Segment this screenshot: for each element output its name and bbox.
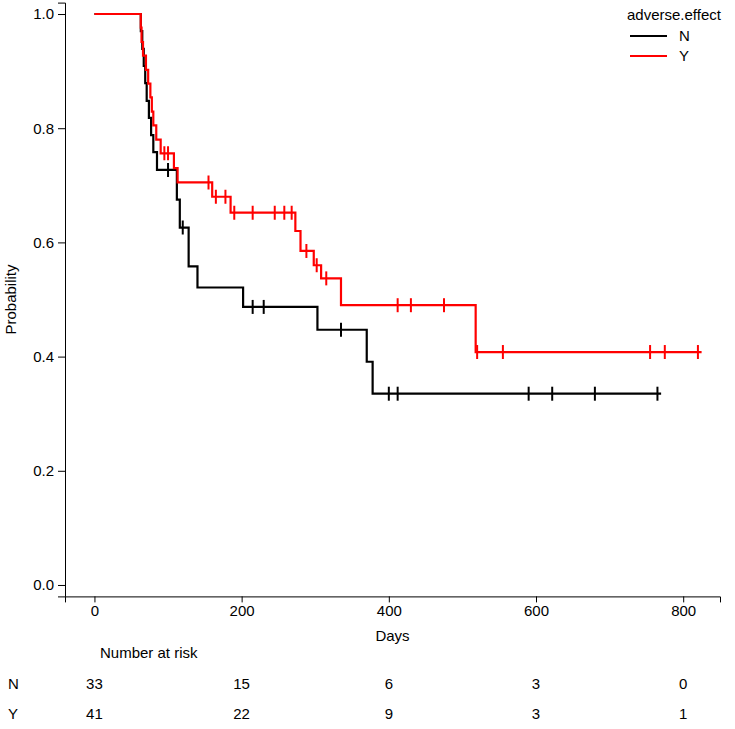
risk-count: 33 (86, 675, 103, 692)
risk-row-label: N (8, 675, 19, 692)
censor-mark (388, 387, 390, 401)
legend: adverse.effect NY (627, 6, 722, 64)
y-tick-mark (58, 128, 65, 129)
censor-mark (397, 387, 399, 401)
censor-mark (551, 387, 553, 401)
risk-count: 22 (233, 705, 250, 722)
legend-label: N (679, 27, 690, 44)
censor-mark (167, 163, 169, 177)
risk-count: 9 (385, 705, 393, 722)
risk-row-label: Y (8, 705, 18, 722)
y-tick: 0.6 (33, 234, 65, 251)
censor-mark (163, 146, 165, 160)
x-tick-label: 0 (91, 602, 99, 619)
y-tick-label: 0.8 (33, 120, 54, 137)
risk-count: 15 (233, 675, 250, 692)
censor-mark (476, 345, 478, 359)
risk-count: 6 (385, 675, 393, 692)
y-tick-mark (58, 585, 65, 586)
y-tick-mark (58, 242, 65, 243)
survival-curve (94, 14, 661, 394)
x-tick: 800 (671, 596, 696, 619)
survival-curve (94, 14, 701, 352)
censor-mark (305, 244, 307, 258)
y-tick: 0.2 (33, 462, 65, 479)
x-tick: 600 (524, 596, 549, 619)
chart: 0.0 0.2 0.4 0.6 0.8 1.0 0 200 400 600 800 Days Proba… (0, 0, 735, 729)
y-tick-mark (58, 357, 65, 358)
y-tick-mark (58, 14, 65, 15)
censor-mark (443, 298, 445, 312)
censor-mark (263, 300, 265, 314)
y-tick-label: 1.0 (33, 5, 54, 22)
plot-area (94, 14, 701, 401)
x-tick-label: 800 (671, 602, 696, 619)
y-tick-label: 0.4 (33, 348, 54, 365)
x-tick-label: 200 (230, 602, 255, 619)
y-tick: 0.4 (33, 348, 65, 365)
risk-count: 0 (679, 675, 687, 692)
y-tick: 1.0 (33, 5, 65, 22)
x-tick-label: 400 (377, 602, 402, 619)
legend-swatch (630, 35, 667, 37)
censor-mark (649, 345, 651, 359)
censor-mark (208, 175, 210, 189)
censor-mark (664, 345, 666, 359)
y-tick-mark (58, 471, 65, 472)
y-tick: 0.8 (33, 120, 65, 137)
legend-swatch (630, 55, 667, 57)
x-tick: 200 (230, 596, 255, 619)
x-tick: 0 (91, 596, 99, 619)
legend-title: adverse.effect (627, 6, 722, 23)
y-tick-label: 0.6 (33, 234, 54, 251)
y-axis-title: Probability (2, 264, 19, 335)
risk-table: Number at risk N 33 15 6 3 0 Y 41 22 9 3 1 (8, 644, 687, 722)
censor-mark (502, 345, 504, 359)
y-axis: 0.0 0.2 0.4 0.6 0.8 1.0 (33, 3, 65, 597)
censor-mark (224, 190, 226, 204)
y-tick-label: 0.2 (33, 462, 54, 479)
censor-mark (233, 206, 235, 220)
censor-mark (397, 298, 399, 312)
censor-mark (167, 146, 169, 160)
censor-mark (528, 387, 530, 401)
risk-count: 41 (86, 705, 103, 722)
censor-mark (594, 387, 596, 401)
y-axis-line (58, 3, 66, 597)
x-axis: 0 200 400 600 800 (66, 596, 721, 619)
x-tick-label: 600 (524, 602, 549, 619)
censor-mark (410, 298, 412, 312)
censor-mark (283, 206, 285, 220)
x-tick: 400 (377, 596, 402, 619)
y-tick-label: 0.0 (33, 576, 54, 593)
censor-mark (252, 300, 254, 314)
censor-mark (274, 206, 276, 220)
risk-count: 1 (679, 705, 687, 722)
risk-table-title: Number at risk (100, 644, 198, 661)
censor-mark (252, 206, 254, 220)
x-axis-title: Days (375, 627, 409, 644)
censor-mark (316, 258, 318, 272)
legend-label: Y (679, 47, 689, 64)
censor-mark (291, 206, 293, 220)
censor-mark (182, 221, 184, 235)
risk-count: 3 (532, 675, 540, 692)
y-tick: 0.0 (33, 576, 65, 593)
censor-mark (215, 190, 217, 204)
censor-mark (325, 271, 327, 285)
censor-mark (697, 345, 699, 359)
censor-mark (340, 323, 342, 337)
risk-count: 3 (532, 705, 540, 722)
censor-mark (656, 387, 658, 401)
